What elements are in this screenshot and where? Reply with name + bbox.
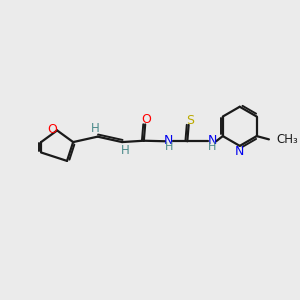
Text: O: O <box>142 113 152 126</box>
Text: N: N <box>208 134 217 147</box>
Text: S: S <box>186 114 194 127</box>
Text: H: H <box>91 122 99 135</box>
Text: CH₃: CH₃ <box>277 133 298 146</box>
Text: H: H <box>165 142 173 152</box>
Text: N: N <box>235 145 244 158</box>
Text: H: H <box>208 142 217 152</box>
Text: O: O <box>47 123 57 136</box>
Text: H: H <box>120 144 129 157</box>
Text: N: N <box>164 134 173 147</box>
